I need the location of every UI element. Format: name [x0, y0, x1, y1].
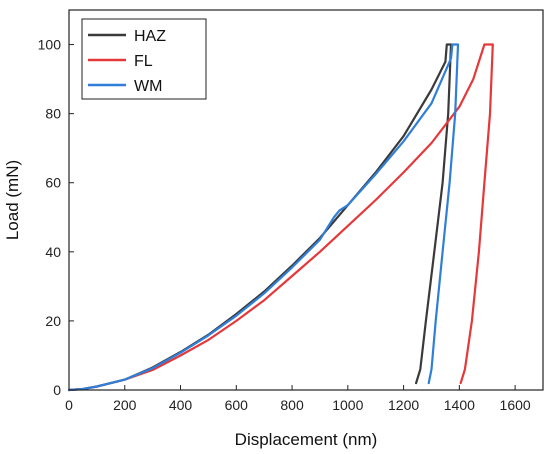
legend-label-haz: HAZ [134, 28, 166, 45]
x-tick-label: 0 [65, 397, 73, 413]
plot-frame [68, 9, 544, 391]
y-tick-label: 0 [53, 382, 61, 398]
x-tick-label: 1000 [332, 397, 363, 413]
x-tick-label: 200 [113, 397, 137, 413]
y-tick-label: 100 [38, 37, 62, 53]
x-axis-ticks: 0 200 400 600 800 1000 1200 1400 1600 [65, 385, 531, 413]
y-tick-label: 40 [45, 244, 61, 260]
y-tick-label: 20 [45, 313, 61, 329]
series-line-wm [67, 43, 460, 392]
x-tick-label: 400 [169, 397, 193, 413]
x-tick-label: 600 [225, 397, 249, 413]
y-axis-ticks: 0 20 40 60 80 100 [38, 37, 74, 398]
legend: HAZ FL WM [81, 18, 207, 100]
y-tick-label: 60 [45, 175, 61, 191]
legend-label-wm: WM [134, 78, 162, 95]
x-tick-label: 1200 [388, 397, 419, 413]
y-tick-label: 80 [45, 106, 61, 122]
plot-content [67, 43, 494, 392]
x-tick-label: 1400 [444, 397, 475, 413]
series-line-fl [67, 43, 494, 392]
x-tick-label: 1600 [500, 397, 531, 413]
legend-label-fl: FL [134, 53, 153, 70]
y-axis-title: Load (mN) [3, 160, 22, 240]
x-tick-label: 800 [280, 397, 304, 413]
x-axis-title: Displacement (nm) [235, 430, 378, 449]
